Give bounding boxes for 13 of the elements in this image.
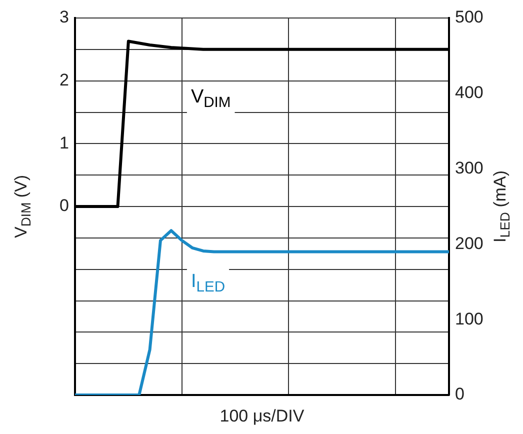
y2-tick-label: 0 [455,384,464,404]
y2-tick-label: 400 [455,83,484,102]
y2-tick-label: 500 [455,8,484,27]
y2-axis-title: ILED (mA) [490,170,513,243]
y-tick-label: 0 [60,196,69,216]
y2-tick-label: 300 [455,158,484,178]
x-axis-title: 100 μs/DIV [220,406,305,426]
y2-tick-label: 100 [455,309,484,328]
y2-tick-label: 200 [455,234,484,253]
y-tick-label: 2 [60,70,69,90]
y-tick-label: 3 [60,8,69,27]
y-axis-title: VDIM (V) [12,174,34,238]
y-tick-label: 1 [60,133,69,152]
